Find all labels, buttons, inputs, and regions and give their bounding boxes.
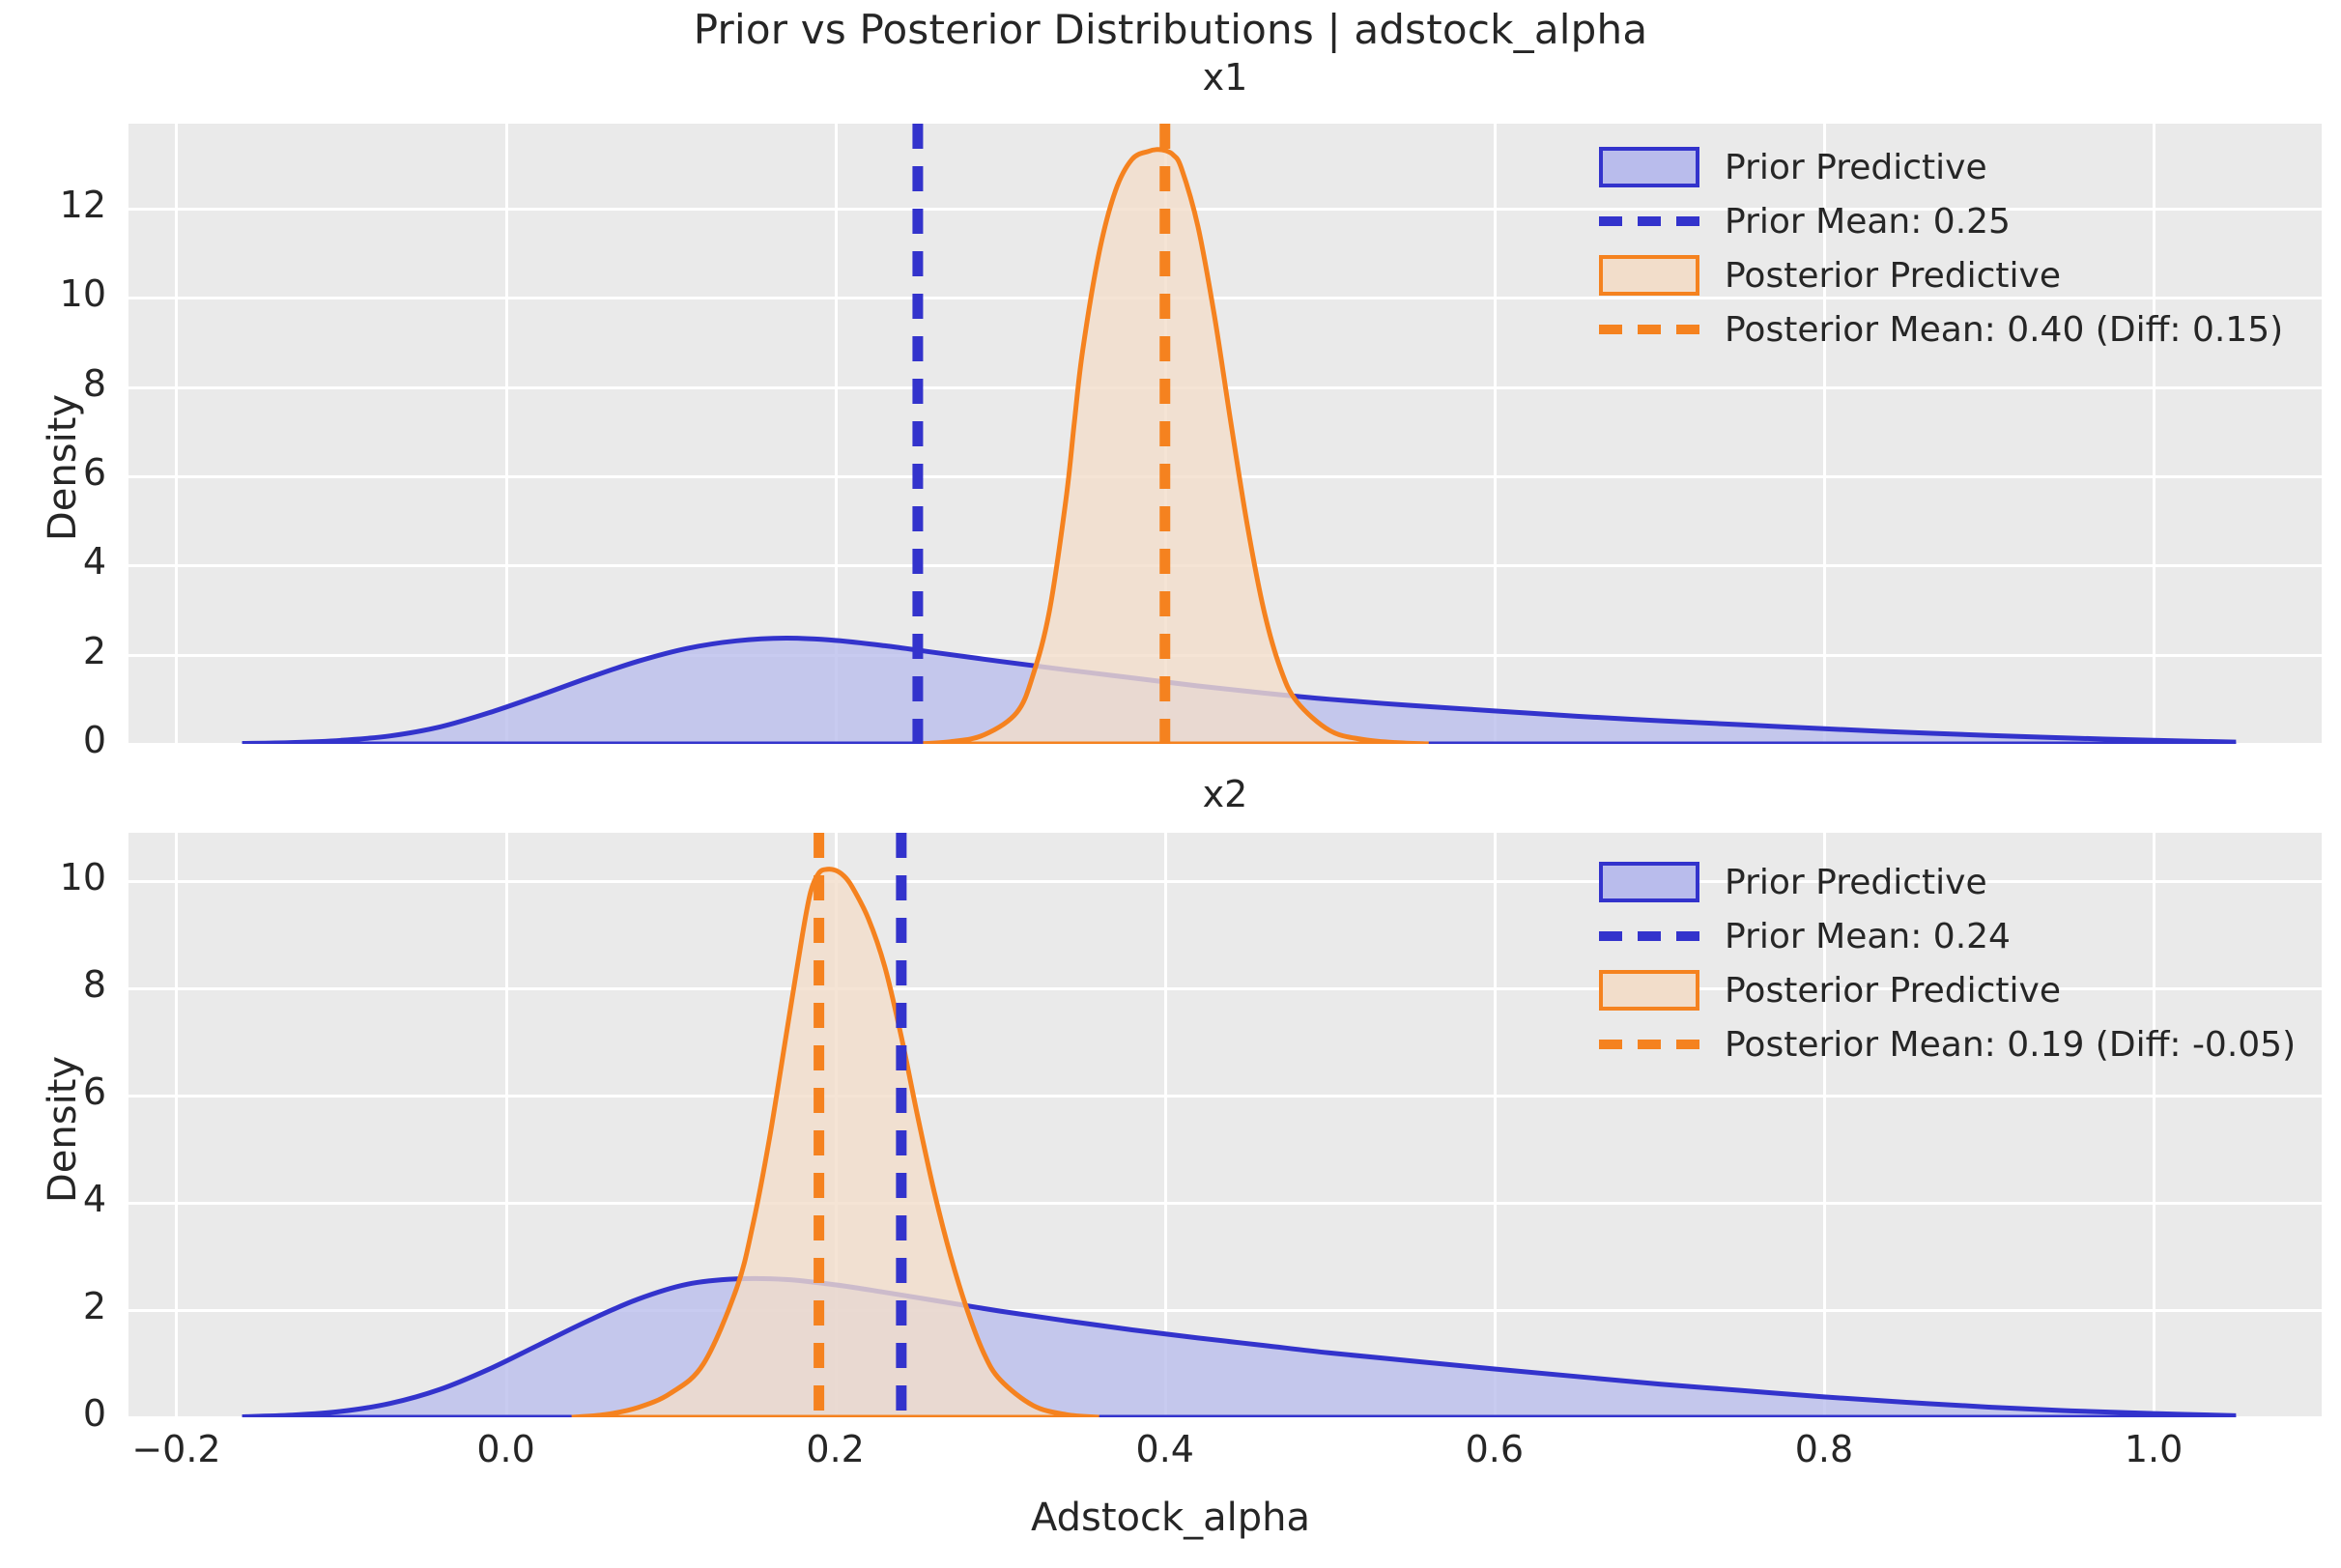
gridline-horizontal — [128, 1094, 2322, 1098]
gridline-vertical — [1493, 124, 1497, 744]
legend-key-posterior-mean — [1599, 1024, 1699, 1065]
legend-key-posterior-mean — [1599, 309, 1699, 350]
legend-entry[interactable]: Prior Predictive — [1599, 855, 2296, 909]
legend-label: Prior Mean: 0.24 — [1725, 916, 2011, 956]
y-tick-label: 2 — [82, 629, 106, 672]
posterior-predictive-curve — [917, 147, 1429, 744]
x-tick-label: 0.0 — [476, 1428, 535, 1470]
gridline-vertical — [1822, 833, 1826, 1417]
dashed-line-icon — [1599, 216, 1699, 226]
gridline-horizontal — [128, 207, 2322, 211]
legend-entry[interactable]: Posterior Mean: 0.19 (Diff: -0.05) — [1599, 1017, 2296, 1071]
legend-entry[interactable]: Posterior Mean: 0.40 (Diff: 0.15) — [1599, 302, 2283, 356]
prior-patch-icon — [1599, 147, 1699, 187]
subplot-title-x1: x1 — [1202, 56, 1248, 99]
dashed-line-icon — [1599, 1040, 1699, 1049]
posterior-predictive-area — [571, 869, 1099, 1417]
dashed-line-icon — [1599, 931, 1699, 941]
legend-x1: Prior Predictive Prior Mean: 0.25 Posterio… — [1599, 140, 2283, 356]
legend-key-prior-mean — [1599, 916, 1699, 956]
gridline-horizontal — [128, 1416, 2322, 1419]
y-tick-label: 10 — [59, 855, 106, 898]
gridline-horizontal — [128, 879, 2322, 883]
legend-key-prior-mean — [1599, 201, 1699, 242]
figure-title: Prior vs Posterior Distributions | adsto… — [693, 6, 1648, 53]
legend-entry[interactable]: Prior Mean: 0.24 — [1599, 909, 2296, 963]
prior-patch-icon — [1599, 862, 1699, 902]
legend-key-prior-patch — [1599, 862, 1699, 902]
dashed-line-icon — [1599, 325, 1699, 334]
legend-label: Prior Predictive — [1725, 862, 1987, 902]
legend-label: Posterior Predictive — [1725, 970, 2061, 1011]
gridline-horizontal — [128, 297, 2322, 300]
gridline-vertical — [1163, 833, 1167, 1417]
y-tick-label: 6 — [82, 450, 106, 494]
x-tick-label: 0.4 — [1135, 1428, 1194, 1470]
gridline-vertical — [175, 833, 179, 1417]
posterior-patch-icon — [1599, 255, 1699, 296]
gridline-horizontal — [128, 1308, 2322, 1312]
legend-entry[interactable]: Posterior Predictive — [1599, 963, 2296, 1017]
prior-predictive-curve — [242, 1275, 2237, 1417]
y-tick-label: 0 — [82, 719, 106, 761]
gridline-vertical — [2153, 833, 2156, 1417]
y-tick-label: 12 — [59, 183, 106, 226]
x-tick-label: 0.2 — [806, 1428, 865, 1470]
posterior-predictive-area — [917, 149, 1429, 744]
legend-entry[interactable]: Posterior Predictive — [1599, 248, 2283, 302]
gridline-vertical — [834, 124, 838, 744]
x-tick-label: 0.6 — [1465, 1428, 1525, 1470]
panel-x2 — [128, 833, 2322, 1419]
gridline-horizontal — [128, 743, 2322, 746]
y-axis-label-x1: Density — [41, 393, 85, 541]
y-tick-label: 2 — [82, 1284, 106, 1327]
posterior-predictive-curve — [571, 867, 1099, 1417]
y-tick-label: 10 — [59, 272, 106, 316]
gridline-horizontal — [128, 1201, 2322, 1205]
legend-key-posterior-patch — [1599, 255, 1699, 296]
gridline-vertical — [504, 833, 508, 1417]
subplot-title-x2: x2 — [1202, 773, 1248, 815]
legend-entry[interactable]: Prior Mean: 0.25 — [1599, 194, 2283, 248]
y-tick-label: 4 — [82, 540, 106, 584]
legend-label: Posterior Mean: 0.40 (Diff: 0.15) — [1725, 309, 2284, 350]
legend-label: Posterior Mean: 0.19 (Diff: -0.05) — [1725, 1024, 2297, 1065]
gridline-horizontal — [128, 986, 2322, 990]
gridline-vertical — [175, 124, 179, 744]
legend-key-prior-patch — [1599, 147, 1699, 187]
legend-label: Prior Predictive — [1725, 147, 1987, 187]
gridline-vertical — [2153, 124, 2156, 744]
y-tick-label: 0 — [82, 1392, 106, 1435]
legend-label: Prior Mean: 0.25 — [1725, 201, 2011, 242]
prior-predictive-area — [242, 1278, 2237, 1417]
y-tick-label: 8 — [82, 962, 106, 1006]
posterior-patch-icon — [1599, 970, 1699, 1011]
y-tick-label: 8 — [82, 361, 106, 405]
gridline-vertical — [1493, 833, 1497, 1417]
y-axis-label-x2: Density — [41, 1055, 85, 1203]
x-tick-label: −0.2 — [131, 1428, 221, 1470]
legend-x2: Prior Predictive Prior Mean: 0.24 Posterio… — [1599, 855, 2296, 1071]
gridline-vertical — [504, 124, 508, 744]
y-tick-label: 6 — [82, 1069, 106, 1113]
x-tick-label: 1.0 — [2124, 1428, 2184, 1470]
x-axis-label: Adstock_alpha — [1030, 1496, 1311, 1540]
legend-label: Posterior Predictive — [1725, 255, 2061, 296]
gridline-vertical — [1822, 124, 1826, 744]
legend-key-posterior-patch — [1599, 970, 1699, 1011]
legend-entry[interactable]: Prior Predictive — [1599, 140, 2283, 194]
y-tick-label: 4 — [82, 1177, 106, 1220]
x-tick-label: 0.8 — [1794, 1428, 1854, 1470]
